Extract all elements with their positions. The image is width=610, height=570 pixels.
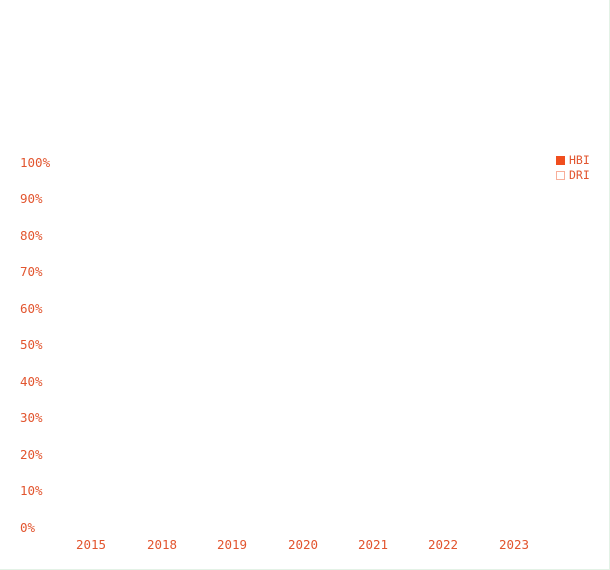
y-axis-tick-60: 60% — [20, 301, 43, 316]
y-axis-tick-30: 30% — [20, 410, 43, 425]
y-axis-tick-90: 90% — [20, 191, 43, 206]
y-axis-tick-50: 50% — [20, 337, 43, 352]
y-axis-tick-80: 80% — [20, 228, 43, 243]
plot-area — [56, 163, 549, 528]
x-axis-tick-2022: 2022 — [427, 537, 459, 552]
x-axis-tick-2015: 2015 — [75, 537, 107, 552]
x-axis-tick-2020: 2020 — [287, 537, 319, 552]
x-axis-tick-2023: 2023 — [498, 537, 530, 552]
y-axis-tick-40: 40% — [20, 374, 43, 389]
x-axis-tick-2021: 2021 — [357, 537, 389, 552]
y-axis-tick-0: 0% — [20, 520, 36, 535]
y-axis-tick-100: 100% — [20, 155, 51, 170]
legend-label-hbi: HBI — [569, 153, 590, 167]
x-axis-tick-2019: 2019 — [216, 537, 248, 552]
dri-outline-swatch-icon — [556, 170, 565, 180]
y-axis-tick-20: 20% — [20, 447, 43, 462]
hbi-filled-swatch-icon — [556, 155, 565, 165]
legend-item-hbi[interactable]: HBI — [556, 153, 590, 167]
y-axis-tick-10: 10% — [20, 483, 43, 498]
legend-label-dri: DRI — [569, 168, 590, 182]
x-axis-tick-2018: 2018 — [146, 537, 178, 552]
legend-item-dri[interactable]: DRI — [556, 168, 590, 182]
y-axis-tick-70: 70% — [20, 264, 43, 279]
